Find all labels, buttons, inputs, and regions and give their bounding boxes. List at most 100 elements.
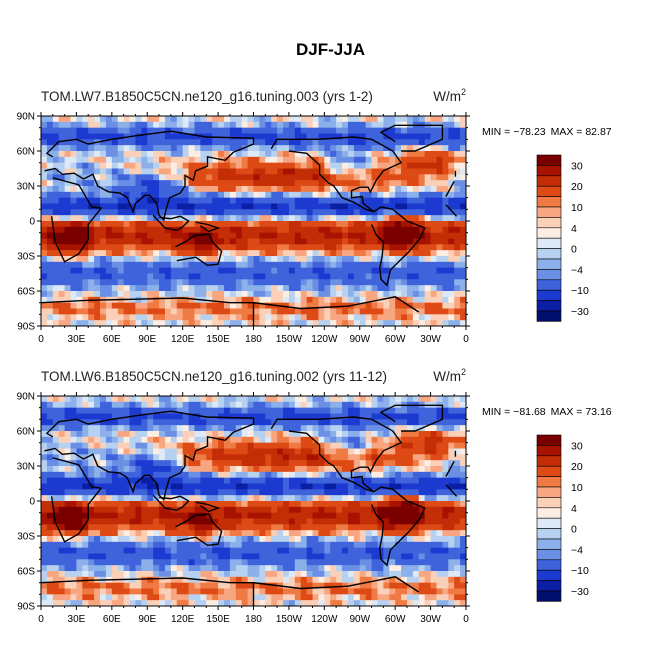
heatmap-cell	[218, 442, 225, 449]
heatmap-cell	[312, 565, 319, 572]
heatmap-cell	[430, 226, 437, 234]
heatmap-cell	[223, 466, 231, 473]
heatmap-cell	[294, 168, 302, 175]
heatmap-cell	[418, 407, 426, 414]
heatmap-cell	[88, 547, 95, 554]
heatmap-cell	[306, 571, 313, 578]
heatmap-cell	[347, 174, 355, 181]
heatmap-cell	[70, 133, 77, 140]
heatmap-cell	[129, 571, 136, 578]
heatmap-cell	[359, 413, 367, 420]
heatmap-cell	[371, 518, 378, 525]
heatmap-cell	[424, 221, 431, 228]
heatmap-cell	[241, 232, 248, 239]
heatmap-cell	[265, 296, 272, 304]
heatmap-cell	[123, 238, 130, 245]
heatmap-cell	[88, 454, 95, 461]
heatmap-cell	[454, 279, 461, 286]
heatmap-cell	[353, 244, 361, 251]
heatmap-cell	[406, 168, 414, 175]
heatmap-cell	[76, 302, 83, 309]
heatmap-cell	[176, 250, 184, 257]
heatmap-cell	[342, 256, 349, 263]
heatmap-cell	[46, 203, 54, 210]
heatmap-cell	[312, 186, 319, 193]
heatmap-cell	[436, 547, 443, 554]
heatmap-cell	[406, 454, 414, 461]
heatmap-cell	[147, 436, 154, 444]
heatmap-cell	[82, 466, 89, 473]
heatmap-cell	[52, 454, 60, 461]
heatmap-cell	[424, 431, 431, 438]
heatmap-cell	[46, 209, 54, 216]
heatmap-cell	[253, 396, 260, 403]
lat-tick-label: 90S	[17, 322, 35, 333]
heatmap-cell	[306, 273, 313, 280]
heatmap-cell	[265, 256, 272, 263]
heatmap-cell	[164, 168, 172, 175]
heatmap-cell	[454, 296, 461, 304]
heatmap-cell	[448, 168, 455, 175]
heatmap-cell	[277, 308, 284, 315]
heatmap-cell	[448, 483, 455, 490]
heatmap-cell	[105, 436, 113, 444]
heatmap-cell	[347, 168, 355, 175]
heatmap-cell	[259, 413, 266, 420]
heatmap-cell	[283, 221, 290, 228]
heatmap-cell	[383, 454, 390, 461]
heatmap-cell	[58, 156, 66, 164]
heatmap-cell	[283, 261, 290, 269]
heatmap-cell	[318, 506, 325, 514]
heatmap-cell	[223, 145, 231, 152]
heatmap-cell	[265, 436, 272, 444]
lat-tick-label: 60N	[17, 147, 35, 158]
heatmap-cell	[259, 565, 266, 572]
heatmap-cell	[52, 495, 60, 502]
heatmap-cell	[194, 197, 201, 204]
heatmap-cell	[277, 425, 284, 432]
heatmap-cell	[111, 285, 119, 292]
heatmap-cell	[247, 553, 254, 560]
heatmap-cell	[377, 442, 384, 449]
heatmap-cell	[182, 442, 189, 449]
heatmap-cell	[460, 296, 467, 304]
heatmap-cell	[229, 413, 237, 420]
heatmap-cell	[277, 209, 284, 216]
heatmap-cell	[442, 541, 449, 549]
heatmap-cell	[223, 524, 231, 531]
heatmap-cell	[336, 174, 343, 181]
heatmap-cell	[454, 197, 461, 204]
heatmap-cell	[324, 501, 331, 508]
heatmap-cell	[105, 320, 113, 327]
heatmap-cell	[395, 139, 402, 146]
heatmap-cell	[241, 139, 248, 146]
heatmap-cell	[412, 209, 420, 216]
heatmap-cell	[283, 477, 290, 484]
heatmap-cell	[41, 226, 48, 234]
heatmap-cell	[353, 127, 361, 134]
heatmap-cell	[212, 285, 219, 292]
heatmap-cell	[52, 174, 60, 181]
heatmap-cell	[58, 396, 66, 403]
heatmap-cell	[306, 291, 313, 298]
heatmap-cell	[200, 454, 207, 461]
heatmap-cell	[212, 302, 219, 309]
heatmap-cell	[123, 151, 130, 158]
heatmap-cell	[330, 209, 337, 216]
heatmap-cell	[300, 471, 308, 479]
heatmap-cell	[41, 413, 48, 420]
heatmap-cell	[182, 267, 189, 274]
heatmap-cell	[100, 483, 107, 490]
heatmap-cell	[206, 314, 213, 321]
heatmap-cell	[318, 133, 325, 140]
heatmap-cell	[235, 401, 243, 409]
heatmap-cell	[395, 133, 402, 140]
heatmap-cell	[271, 145, 278, 152]
heatmap-cell	[259, 215, 266, 222]
heatmap-cell	[288, 197, 296, 204]
heatmap-cell	[442, 116, 449, 123]
heatmap-cell	[159, 431, 166, 438]
heatmap-cell	[170, 145, 178, 152]
heatmap-cell	[218, 425, 225, 432]
heatmap-cell	[271, 168, 278, 175]
